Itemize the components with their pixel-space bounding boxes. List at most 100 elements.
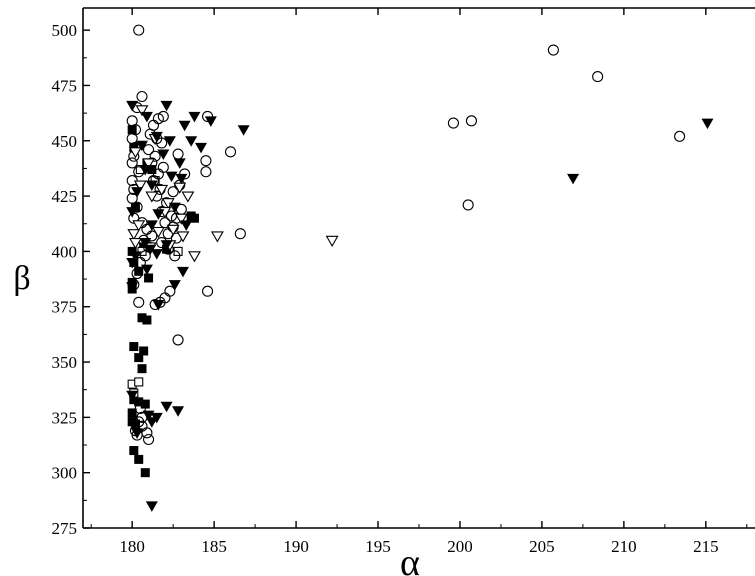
open-triangle-point — [142, 158, 156, 170]
filled-triangle-point — [145, 180, 158, 192]
open-circle-point — [592, 71, 604, 83]
filled-triangle-point — [150, 249, 163, 260]
open-circle-point — [136, 90, 148, 103]
open-triangle-point — [135, 105, 149, 117]
filled-triangle-point — [163, 136, 176, 147]
open-circle-point — [126, 157, 138, 169]
y-tick-label: 350 — [52, 353, 78, 372]
filled-triangle-point — [126, 257, 139, 269]
open-circle-point — [164, 285, 176, 297]
y-tick-label: 450 — [52, 132, 78, 151]
filled-square-point — [137, 364, 147, 374]
x-axis-title: α — [400, 542, 420, 576]
filled-square-point — [189, 213, 199, 223]
filled-triangle-point — [152, 300, 165, 311]
open-triangle-point — [174, 213, 188, 225]
filled-triangle-point — [136, 140, 149, 152]
open-square-point — [134, 377, 144, 387]
filled-triangle-point — [173, 158, 186, 169]
filled-triangle-point — [168, 202, 181, 214]
x-tick-label: 180 — [119, 537, 145, 556]
open-circle-point — [157, 110, 169, 122]
open-circle-point — [134, 402, 146, 415]
filled-square-point — [144, 273, 154, 283]
open-triangle-point — [155, 184, 169, 197]
open-circle-point — [674, 130, 686, 142]
filled-triangle-point — [237, 125, 250, 136]
filled-triangle-point — [176, 266, 189, 278]
filled-triangle-point — [701, 118, 714, 130]
data-points — [126, 24, 714, 512]
x-tick-label: 195 — [365, 537, 391, 556]
open-triangle-point — [176, 231, 190, 243]
open-circle-point — [131, 267, 143, 280]
open-circle-point — [167, 186, 179, 198]
x-tick-label: 205 — [529, 537, 555, 556]
filled-triangle-point — [160, 401, 173, 413]
filled-triangle-point — [178, 120, 191, 132]
y-tick-label: 375 — [52, 298, 78, 317]
filled-triangle-point — [150, 131, 163, 143]
y-tick-label: 275 — [52, 519, 78, 538]
open-circle-point — [200, 155, 212, 167]
filled-triangle-point — [204, 116, 217, 127]
open-circle-point — [141, 427, 153, 439]
y-tick-label: 425 — [52, 187, 78, 206]
filled-triangle-point — [145, 501, 158, 512]
filled-triangle-point — [126, 390, 139, 402]
filled-square-point — [130, 419, 140, 429]
filled-square-point — [147, 165, 157, 175]
filled-triangle-point — [160, 100, 173, 112]
filled-triangle-point — [172, 406, 185, 417]
open-triangle-point — [151, 226, 165, 239]
filled-square-point — [129, 395, 139, 405]
x-tick-label: 215 — [693, 537, 719, 556]
filled-triangle-point — [145, 417, 158, 428]
filled-triangle-point — [131, 428, 144, 439]
open-triangle-point — [128, 238, 142, 250]
open-circle-point — [234, 228, 246, 240]
x-tick-label: 185 — [201, 537, 227, 556]
filled-triangle-point — [165, 171, 178, 183]
filled-triangle-point — [144, 244, 157, 256]
open-triangle-point — [127, 229, 141, 241]
y-tick-label: 325 — [52, 408, 78, 427]
y-tick-label: 400 — [52, 242, 78, 261]
open-triangle-point — [132, 220, 146, 232]
filled-triangle-point — [152, 209, 165, 220]
open-circle-point — [149, 150, 161, 162]
filled-triangle-point — [168, 280, 181, 291]
filled-square-point — [127, 125, 137, 135]
open-circle-point — [143, 144, 155, 156]
open-circle-point — [133, 24, 145, 36]
open-triangle-point — [325, 235, 339, 247]
open-triangle-point — [145, 191, 159, 203]
open-circle-point — [133, 296, 145, 308]
filled-triangle-point — [129, 251, 142, 262]
filled-square-point — [127, 408, 137, 418]
filled-square-point — [139, 346, 149, 356]
open-circle-point — [172, 334, 184, 346]
open-circle-point — [547, 44, 559, 56]
y-tick-label: 500 — [52, 21, 78, 40]
open-circle-point — [126, 192, 138, 204]
open-circle-point — [156, 137, 168, 149]
filled-triangle-point — [131, 187, 144, 198]
filled-square-point — [134, 397, 144, 407]
filled-triangle-point — [126, 100, 139, 112]
filled-triangle-point — [160, 240, 173, 251]
filled-triangle-point — [185, 136, 198, 147]
open-triangle-point — [187, 251, 201, 263]
open-circle-point — [169, 250, 181, 262]
open-circle-point — [447, 117, 459, 129]
open-circle-point — [157, 161, 169, 173]
filled-square-point — [134, 353, 144, 363]
filled-square-point — [140, 468, 150, 478]
open-circle-point — [172, 148, 184, 160]
filled-square-point — [129, 342, 139, 352]
open-triangle-point — [173, 182, 187, 194]
filled-square-point — [134, 266, 144, 276]
filled-square-point — [142, 315, 152, 325]
filled-square-point — [140, 399, 150, 409]
filled-triangle-point — [140, 111, 153, 123]
